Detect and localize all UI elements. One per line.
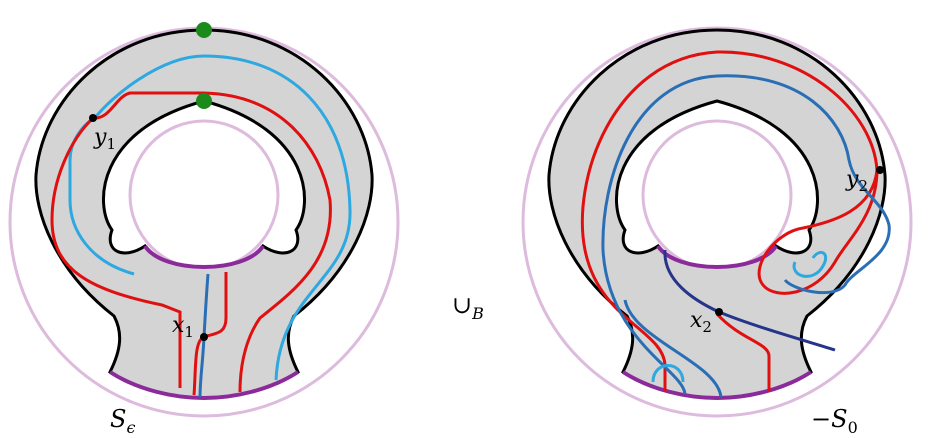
- label-y2: y2: [845, 167, 868, 195]
- left-point-y1: [89, 114, 97, 122]
- left-light-blue-curve: [68, 54, 352, 381]
- left-point-x1: [200, 333, 208, 341]
- right-point-y2: [876, 166, 884, 174]
- right-blue-curve-2: [623, 299, 723, 398]
- label-minus-s0: −S0: [811, 405, 858, 437]
- label-s-epsilon: Sϵ: [110, 405, 135, 437]
- left-bottom-arc: [108, 370, 300, 401]
- right-blue-curve-1: [601, 74, 891, 395]
- right-light-blue-loop-bottom: [651, 364, 685, 383]
- right-red-curve-1: [580, 50, 879, 392]
- right-bottom-arc: [621, 370, 813, 401]
- right-outer-circle: [521, 26, 913, 418]
- left-top-arc: [143, 244, 265, 269]
- right-red-curve-2: [715, 312, 771, 392]
- left-red-curve-2: [92, 91, 332, 393]
- left-inner-circle: [128, 119, 280, 271]
- right-light-blue-loop-inner: [792, 250, 828, 278]
- right-surface: y2 x2 −S0: [521, 26, 913, 437]
- right-point-x2: [715, 308, 723, 316]
- right-surface-body: [547, 28, 887, 400]
- left-red-curve-1: [50, 116, 182, 388]
- right-inner-circle: [641, 119, 793, 271]
- right-top-arc: [656, 244, 778, 269]
- left-green-dot-top: [196, 22, 212, 38]
- left-green-dot-inner: [196, 93, 212, 109]
- label-y1: y1: [93, 125, 116, 153]
- label-x2: x2: [690, 308, 712, 336]
- union-operator: ∪B: [452, 291, 484, 323]
- left-surface: y1 x1 Sϵ: [8, 22, 400, 437]
- label-x1: x1: [172, 313, 194, 341]
